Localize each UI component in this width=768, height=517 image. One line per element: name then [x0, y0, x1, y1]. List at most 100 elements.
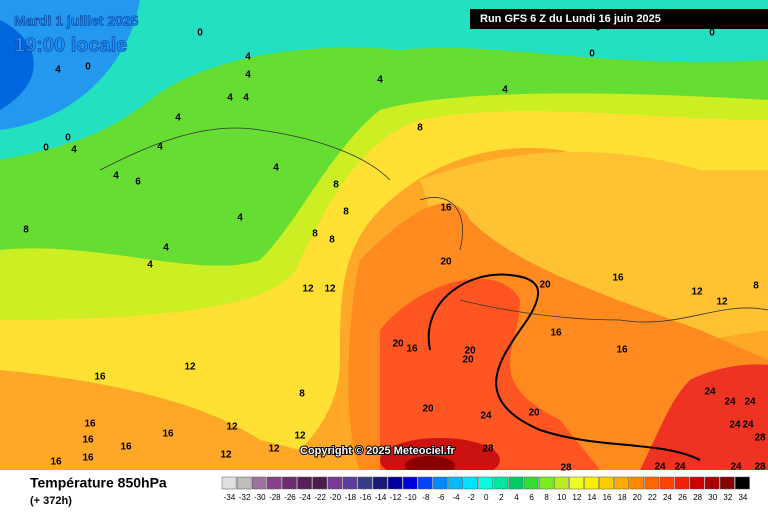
- contour-label: 0: [709, 28, 715, 39]
- contour-label: 24: [730, 462, 742, 473]
- scale-cell: [327, 476, 343, 490]
- contour-label: 24: [729, 420, 741, 431]
- scale-label: 12: [572, 493, 581, 502]
- scale-cell: [720, 476, 735, 490]
- contour-label: 16: [406, 344, 418, 355]
- scale-label: 26: [678, 493, 687, 502]
- scale-label: 6: [529, 493, 534, 502]
- contour-label: 4: [245, 52, 251, 63]
- contour-label: 16: [162, 429, 174, 440]
- lead-time: (+ 372h): [30, 495, 72, 507]
- scale-label: 0: [484, 493, 489, 502]
- scale-cell: [433, 476, 448, 490]
- contour-label: 0: [85, 62, 91, 73]
- contour-label: 24: [724, 397, 736, 408]
- scale-cell: [584, 476, 599, 490]
- date-label: Mardi 1 juillet 2025: [14, 13, 139, 29]
- contour-label: 20: [422, 404, 434, 415]
- scale-label: 14: [587, 493, 596, 502]
- legend-title: Température 850hPa: [30, 475, 167, 491]
- scale-cell: [538, 476, 554, 490]
- scale-label: -12: [390, 493, 402, 502]
- scale-label: 34: [738, 493, 747, 502]
- scale-cell: [236, 476, 252, 490]
- scale-cell: [312, 476, 327, 490]
- contour-label: 12: [302, 284, 314, 295]
- scale-cell: [372, 476, 388, 490]
- scale-label: -2: [468, 493, 476, 502]
- scale-label: 30: [708, 493, 717, 502]
- contour-label: 16: [616, 345, 628, 356]
- contour-label: 4: [243, 93, 249, 104]
- zone: [0, 20, 34, 110]
- contour-label: 4: [377, 75, 383, 86]
- scale-label: -10: [405, 493, 417, 502]
- scale-label: -30: [254, 493, 266, 502]
- contour-label: 16: [120, 442, 132, 453]
- contour-label: 16: [84, 419, 96, 430]
- contour-label: 24: [744, 397, 756, 408]
- scale-label: 24: [663, 493, 672, 502]
- contour-label: 8: [343, 207, 349, 218]
- contour-label: 20: [440, 257, 452, 268]
- scale-label: 2: [499, 493, 504, 502]
- contour-label: 8: [299, 389, 305, 400]
- scale-cell: [659, 476, 675, 490]
- scale-label: 18: [618, 493, 627, 502]
- scale-cell: [569, 476, 584, 490]
- scale-label: -28: [269, 493, 281, 502]
- contour-label: 20: [392, 339, 404, 350]
- run-label: Run GFS 6 Z du Lundi 16 juin 2025: [480, 13, 661, 25]
- contour-label: 12: [220, 450, 232, 461]
- contour-label: 16: [612, 273, 624, 284]
- scale-label: -34: [224, 493, 236, 502]
- contour-label: 0: [65, 133, 71, 144]
- scale-label: 28: [693, 493, 702, 502]
- scale-cell: [644, 476, 660, 490]
- scale-cell: [629, 476, 645, 490]
- scale-label: -6: [437, 493, 445, 502]
- contour-label: 8: [753, 281, 759, 292]
- contour-label: 24: [480, 411, 492, 422]
- contour-label: 16: [82, 435, 94, 446]
- contour-label: 8: [417, 123, 423, 134]
- scale-cell: [387, 476, 403, 490]
- scale-cell: [735, 476, 750, 490]
- contour-label: 12: [324, 284, 336, 295]
- contour-label: 24: [742, 420, 754, 431]
- scale-cell: [478, 476, 494, 490]
- scale-label: -4: [452, 493, 460, 502]
- contour-label: 4: [163, 243, 169, 254]
- scale-cell: [221, 476, 237, 490]
- contour-label: 0: [197, 28, 203, 39]
- scale-cell: [523, 476, 539, 490]
- contour-label: 4: [71, 145, 77, 156]
- zone: [0, 0, 140, 130]
- contour-label: 4: [227, 93, 233, 104]
- scale-cell: [553, 476, 569, 490]
- contour-label: 20: [528, 408, 540, 419]
- contour-label: 4: [502, 85, 508, 96]
- contour-label: 12: [691, 287, 703, 298]
- run-box: [470, 9, 768, 29]
- scale-label: -20: [329, 493, 341, 502]
- contour-label: 16: [550, 328, 562, 339]
- contour-label: 12: [268, 444, 280, 455]
- scale-cell: [342, 476, 358, 490]
- contour-label: 12: [294, 431, 306, 442]
- scale-cell: [251, 476, 267, 490]
- scale-cell: [282, 476, 297, 490]
- contour-label: 28: [560, 463, 572, 474]
- scale-cell: [508, 476, 524, 490]
- contour-label: 12: [226, 422, 238, 433]
- contour-label: 24: [674, 462, 686, 473]
- contour-label: 8: [329, 235, 335, 246]
- scale-label: -14: [375, 493, 387, 502]
- scale-cell: [418, 476, 433, 490]
- scale-cell: [614, 476, 629, 490]
- contour-label: 28: [754, 462, 766, 473]
- contour-label: 28: [754, 433, 766, 444]
- contour-label: 4: [147, 260, 153, 271]
- contour-label: 24: [704, 387, 716, 398]
